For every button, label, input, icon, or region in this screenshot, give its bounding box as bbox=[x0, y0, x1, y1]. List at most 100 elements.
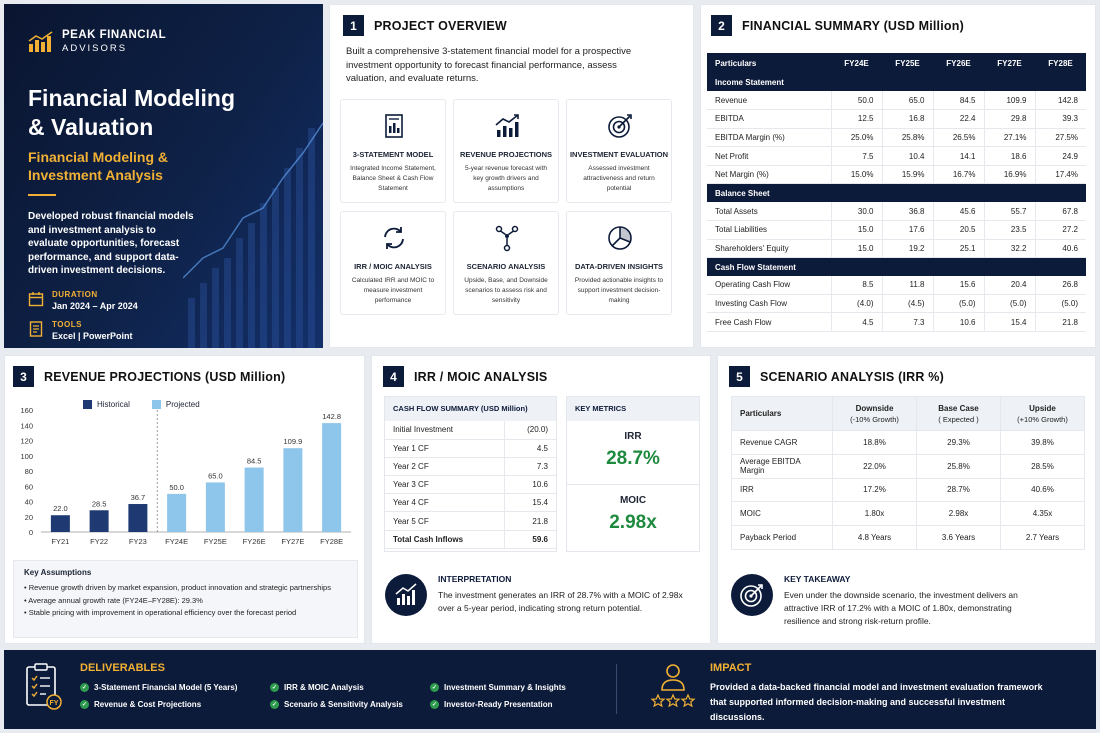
calendar-icon bbox=[28, 292, 44, 307]
impact-text: Provided a data-backed financial model a… bbox=[710, 682, 1043, 722]
financial-summary-panel: 2 FINANCIAL SUMMARY (USD Million) Partic… bbox=[700, 4, 1096, 348]
hero-description: Developed robust financial models and in… bbox=[28, 211, 194, 276]
table-row: Year 2 CF 7.3 bbox=[385, 457, 556, 477]
check-icon: ✓ bbox=[430, 700, 439, 709]
overview-card: DATA-DRIVEN INSIGHTS Provided actionable … bbox=[566, 211, 672, 315]
table-cell: 59.6 bbox=[503, 530, 556, 549]
table-cell: 15.0 bbox=[830, 239, 882, 259]
overview-card-desc: Calculated IRR and MOIC to measure inves… bbox=[351, 277, 435, 304]
cycle-arrows-icon bbox=[384, 227, 404, 249]
table-cell: Year 5 CF bbox=[385, 511, 505, 531]
overview-card: SCENARIO ANALYSIS Upside, Base, and Downs… bbox=[453, 211, 559, 315]
table-cell: Year 1 CF bbox=[385, 439, 505, 458]
table-cell: 25.1 bbox=[932, 239, 984, 259]
table-cell: Net Margin (%) bbox=[707, 165, 831, 185]
table-cell: (4.0) bbox=[830, 294, 882, 314]
overview-card: REVENUE PROJECTIONS 5-year revenue foreca… bbox=[453, 99, 559, 203]
target-icon bbox=[740, 584, 763, 607]
overview-card: 3-STATEMENT MODEL Integrated Income State… bbox=[340, 99, 446, 203]
x-tick-label: FY27E bbox=[281, 537, 304, 546]
revenue-chart: 0 20 40 60 80 100 120 140 160 22.0 FY21 28.5 FY22 36.… bbox=[20, 406, 351, 546]
table-cell: 40.6% bbox=[1000, 478, 1085, 503]
overview-card-title: REVENUE PROJECTIONS bbox=[459, 150, 553, 159]
y-tick-label: 20 bbox=[25, 513, 33, 522]
bar bbox=[283, 448, 303, 532]
section-row: Balance Sheet bbox=[707, 183, 1086, 202]
table-cell: EBITDA Margin (%) bbox=[707, 128, 831, 148]
x-tick-label: FY23 bbox=[129, 537, 147, 546]
data-label: 142.8 bbox=[322, 412, 341, 421]
data-label: 65.0 bbox=[208, 471, 223, 480]
overview-card-desc: Upside, Base, and Downside scenarios to … bbox=[464, 277, 548, 304]
assumption-item: • Average annual growth rate (FY24E–FY28… bbox=[24, 595, 347, 608]
cash-flow-summary: CASH FLOW SUMMARY (USD Million) Initial … bbox=[384, 396, 557, 552]
assumption-item: • Stable pricing with improvement in ope… bbox=[24, 607, 347, 620]
table-cell: MOIC bbox=[731, 501, 833, 527]
irr-label: IRR bbox=[624, 431, 642, 442]
table-cell: 45.6 bbox=[932, 201, 984, 222]
table-cell: Year 4 CF bbox=[385, 493, 505, 513]
check-icon: ✓ bbox=[270, 683, 279, 692]
column-header: Base Case( Expected ) bbox=[916, 396, 1001, 431]
table-cell: 22.4 bbox=[932, 109, 984, 129]
legend-swatch-projected bbox=[151, 400, 161, 409]
overview-card-desc: Provided actionable insights to support … bbox=[574, 277, 664, 304]
table-cell: 32.2 bbox=[983, 239, 1035, 259]
table-cell: Payback Period bbox=[731, 525, 833, 550]
document-chart-icon bbox=[385, 114, 403, 138]
bar bbox=[50, 515, 70, 532]
overview-card-title: INVESTMENT EVALUATION bbox=[569, 150, 669, 159]
table-row: Year 4 CF 15.4 bbox=[385, 493, 556, 513]
metrics-title: KEY METRICS bbox=[567, 397, 699, 421]
brand-subname: ADVISORS bbox=[62, 43, 128, 54]
column-header: FY26E bbox=[933, 53, 984, 73]
irr-moic-panel: 4 IRR / MOIC ANALYSIS CASH FLOW SUMMARY … bbox=[371, 355, 711, 644]
cash-flow-table: Initial Investment (20.0) Year 1 CF 4.5 Year… bbox=[385, 421, 556, 549]
table-cell: Investing Cash Flow bbox=[707, 294, 831, 314]
table-cell: 36.8 bbox=[881, 201, 933, 222]
key-metrics: KEY METRICS IRR 28.7% MOIC 2.98x bbox=[566, 396, 700, 552]
column-header: FY24E bbox=[831, 53, 882, 73]
column-header: Particulars bbox=[707, 53, 831, 73]
chart-legend: Historical Projected bbox=[83, 400, 200, 409]
assumptions-title: Key Assumptions bbox=[24, 568, 92, 577]
person-stars-icon bbox=[650, 664, 696, 708]
table-cell: 15.4 bbox=[983, 312, 1035, 333]
table-cell: 109.9 bbox=[983, 91, 1035, 111]
table-cell: 15.4 bbox=[503, 493, 556, 513]
background-bars-decoration bbox=[183, 122, 323, 348]
bullet-icon: • bbox=[24, 608, 29, 617]
section-row: Cash Flow Statement bbox=[707, 257, 1086, 276]
section-name: Cash Flow Statement bbox=[707, 257, 1086, 276]
y-tick-label: 100 bbox=[20, 452, 33, 461]
table-cell: Revenue CAGR bbox=[731, 430, 833, 455]
target-icon bbox=[608, 114, 632, 138]
deliverable-text: Investment Summary & Insights bbox=[444, 683, 566, 692]
table-row: IRR 17.2% 28.7% 40.6% bbox=[731, 478, 1085, 503]
table-cell: 29.8 bbox=[983, 109, 1035, 129]
table-cell: (5.0) bbox=[1034, 294, 1086, 314]
table-cell: 8.5 bbox=[830, 275, 882, 295]
table-row: Operating Cash Flow 8.5 11.8 15.6 20.4 26.8 bbox=[707, 275, 1086, 295]
table-cell: 39.8% bbox=[1000, 430, 1085, 455]
bullet-icon: • bbox=[24, 595, 29, 605]
table-cell: 16.9% bbox=[983, 165, 1035, 185]
moic-label: MOIC bbox=[619, 495, 647, 506]
scenario-name: Downside bbox=[855, 403, 894, 413]
table-cell: 25.8% bbox=[916, 454, 1001, 479]
column-header: FY28E bbox=[1035, 53, 1086, 73]
table-cell: 26.8 bbox=[1034, 275, 1086, 295]
table-cell: Total Cash Inflows bbox=[385, 530, 505, 549]
section-name: Income Statement bbox=[707, 73, 1086, 91]
table-cell: 17.4% bbox=[1034, 165, 1086, 185]
takeaway-text: Even under the downside scenario, the in… bbox=[784, 590, 1018, 626]
table-cell: 20.5 bbox=[932, 220, 984, 240]
table-cell: 142.8 bbox=[1034, 91, 1086, 111]
project-overview-panel: 1 PROJECT OVERVIEW Built a comprehensive… bbox=[329, 4, 694, 348]
interpretation-text: The investment generates an IRR of 28.7%… bbox=[438, 590, 683, 613]
overview-card: IRR / MOIC ANALYSIS Calculated IRR and MO… bbox=[340, 211, 446, 315]
deliverable-text: Revenue & Cost Projections bbox=[94, 700, 202, 709]
deliverable-item: ✓ Investment Summary & Insights bbox=[430, 683, 566, 692]
deliverable-item: ✓ Revenue & Cost Projections bbox=[80, 700, 201, 709]
financial-summary-table: Particulars FY24E FY25E FY26E FY27E FY28E Inco… bbox=[707, 53, 1086, 333]
